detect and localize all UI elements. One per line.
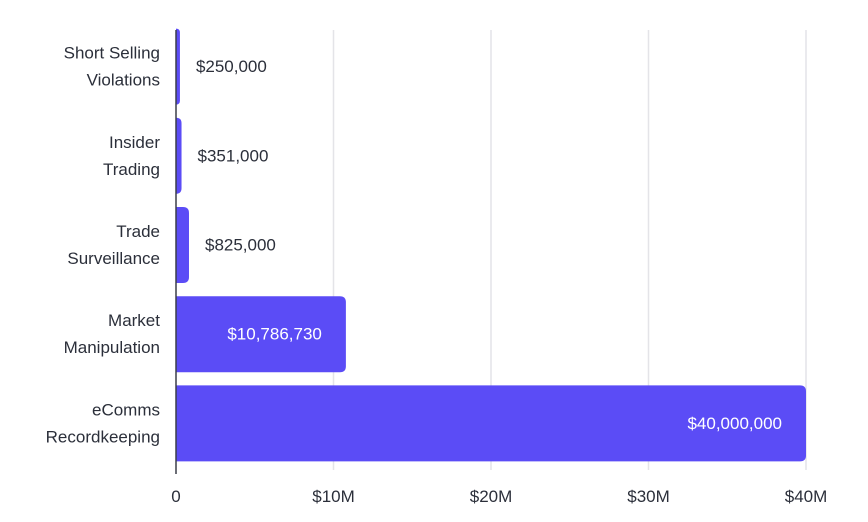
category-label-0: Short Selling Violations (64, 44, 160, 90)
x-tick-label-1: $10M (312, 487, 355, 506)
data-labels: $250,000 $351,000 $825,000 $10,786,730 $40,0… (196, 57, 782, 433)
x-tick-label-2: $20M (470, 487, 513, 506)
x-tick-label-3: $30M (627, 487, 670, 506)
bar-0 (176, 28, 180, 105)
data-label-1: $351,000 (198, 146, 269, 165)
category-label-1: Insider Trading (103, 133, 160, 179)
bar-3 (176, 296, 346, 373)
category-label-line: Trading (103, 160, 160, 179)
x-tick-label-0: 0 (171, 487, 180, 506)
bar-2 (176, 207, 189, 283)
category-label-line: Violations (87, 71, 160, 90)
x-tick-label-4: $40M (785, 487, 828, 506)
bar-4 (176, 385, 806, 462)
category-label-line: Surveillance (67, 249, 160, 268)
bar-1 (176, 117, 182, 194)
category-label-line: Manipulation (64, 338, 160, 357)
data-label-2: $825,000 (205, 236, 276, 255)
data-label-4: $40,000,000 (687, 414, 782, 433)
category-label-line: Short Selling (64, 44, 160, 63)
category-label-line: eComms (92, 400, 160, 419)
bars (176, 28, 806, 462)
category-label-2: Trade Surveillance (67, 222, 160, 268)
data-label-3: $10,786,730 (227, 325, 322, 344)
category-label-line: Recordkeeping (46, 427, 160, 446)
data-label-0: $250,000 (196, 57, 267, 76)
category-label-4: eComms Recordkeeping (46, 400, 160, 446)
category-labels: Short Selling Violations Insider Trading Tra… (46, 44, 161, 447)
category-label-line: Insider (109, 133, 160, 152)
category-label-line: Trade (116, 222, 160, 241)
category-label-line: Market (108, 311, 160, 330)
x-tick-labels: 0 $10M $20M $30M $40M (171, 487, 827, 506)
category-label-3: Market Manipulation (64, 311, 161, 357)
